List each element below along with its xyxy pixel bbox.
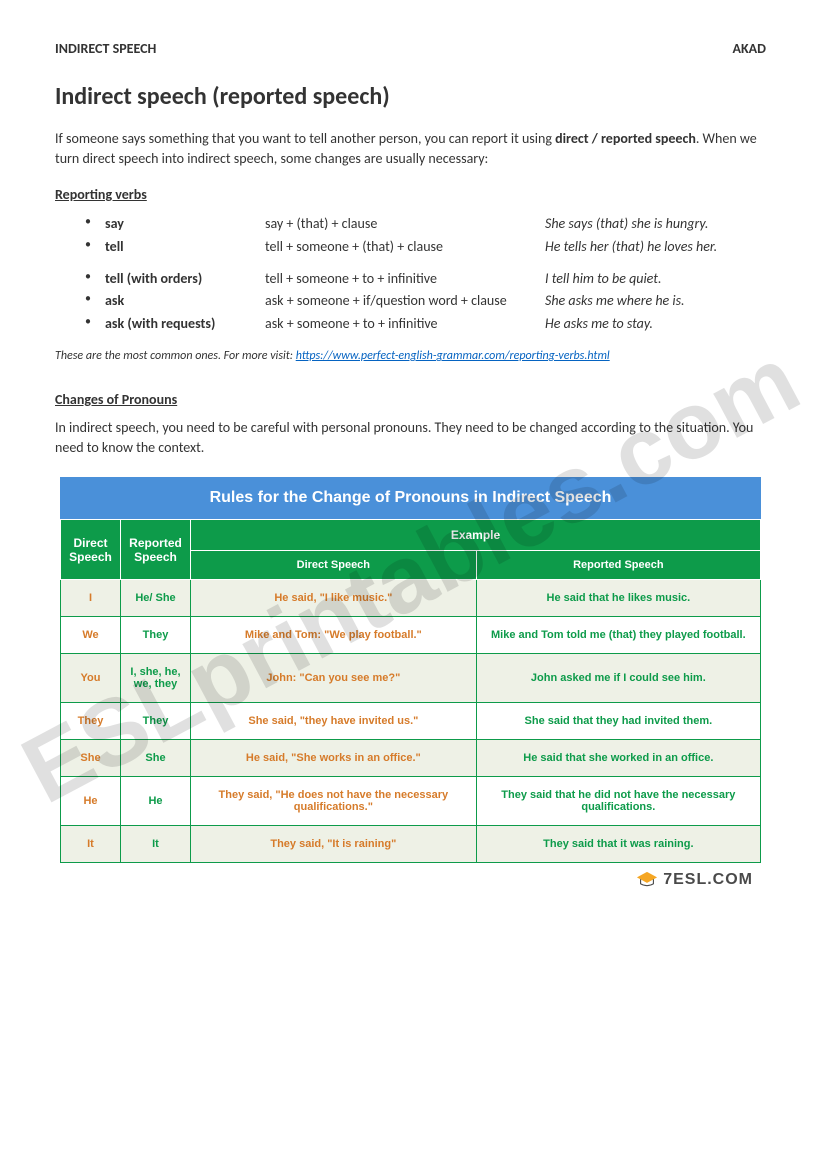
cell-reported: They	[121, 617, 191, 654]
pronoun-table: Direct Speech Reported Speech Example Di…	[60, 519, 761, 863]
cell-reported: He	[121, 777, 191, 826]
table-title: Rules for the Change of Pronouns in Indi…	[60, 477, 761, 519]
verb-name: say	[105, 213, 265, 235]
table-row: They They She said, "they have invited u…	[61, 703, 761, 740]
cell-ex-reported: They said that he did not have the neces…	[476, 777, 760, 826]
table-row: I He/ She He said, "I like music." He sa…	[61, 580, 761, 617]
verb-pattern: ask + someone + to + infinitive	[265, 313, 545, 335]
cell-ex-reported: Mike and Tom told me (that) they played …	[476, 617, 760, 654]
table-row: She She He said, "She works in an office…	[61, 740, 761, 777]
verb-pattern: tell + someone + (that) + clause	[265, 236, 545, 258]
verb-row: • say say + (that) + clause She says (th…	[85, 213, 766, 235]
bullet-icon: •	[85, 290, 105, 309]
cell-ex-reported: He said that she worked in an office.	[476, 740, 760, 777]
th-direct: Direct Speech	[61, 520, 121, 580]
page-title: Indirect speech (reported speech)	[55, 82, 766, 111]
cell-ex-reported: She said that they had invited them.	[476, 703, 760, 740]
verb-pattern: say + (that) + clause	[265, 213, 545, 235]
verb-row: • ask (with requests) ask + someone + to…	[85, 313, 766, 335]
brand-logo: 7ESL.COM	[60, 871, 761, 894]
cell-direct: We	[61, 617, 121, 654]
cell-reported: They	[121, 703, 191, 740]
cell-reported: I, she, he, we, they	[121, 654, 191, 703]
th-ex-direct: Direct Speech	[191, 551, 477, 580]
table-row: It It They said, "It is raining" They sa…	[61, 826, 761, 863]
reporting-note: These are the most common ones. For more…	[55, 349, 766, 363]
table-row: We They Mike and Tom: "We play football.…	[61, 617, 761, 654]
brand-seven: 7	[663, 871, 673, 888]
brand-text: 7ESL.COM	[663, 871, 753, 889]
verb-name: tell	[105, 236, 265, 258]
verb-pattern: tell + someone + to + infinitive	[265, 268, 545, 290]
spacer	[85, 258, 766, 268]
verb-name: ask (with requests)	[105, 313, 265, 335]
cell-direct: They	[61, 703, 121, 740]
cell-ex-direct: Mike and Tom: "We play football."	[191, 617, 477, 654]
cell-reported: He/ She	[121, 580, 191, 617]
intro-pre: If someone says something that you want …	[55, 130, 555, 147]
page-header: INDIRECT SPEECH AKAD	[55, 40, 766, 57]
bullet-icon: •	[85, 213, 105, 232]
header-left: INDIRECT SPEECH	[55, 40, 156, 57]
cell-reported: It	[121, 826, 191, 863]
pronoun-table-wrap: Rules for the Change of Pronouns in Indi…	[60, 477, 761, 894]
brand-name: ESL.COM	[673, 871, 753, 888]
verb-example: He asks me to stay.	[545, 313, 766, 335]
cell-ex-reported: He said that he likes music.	[476, 580, 760, 617]
th-example: Example	[191, 520, 761, 551]
pronouns-heading: Changes of Pronouns	[55, 391, 766, 408]
verb-row: • tell (with orders) tell + someone + to…	[85, 268, 766, 290]
verb-pattern: ask + someone + if/question word + claus…	[265, 290, 545, 312]
cell-ex-reported: John asked me if I could see him.	[476, 654, 760, 703]
document-page: INDIRECT SPEECH AKAD Indirect speech (re…	[0, 0, 821, 934]
bullet-icon: •	[85, 268, 105, 287]
table-row: He He They said, "He does not have the n…	[61, 777, 761, 826]
verb-list-1: • say say + (that) + clause She says (th…	[85, 213, 766, 335]
cell-reported: She	[121, 740, 191, 777]
verb-example: She asks me where he is.	[545, 290, 766, 312]
bullet-icon: •	[85, 313, 105, 332]
cell-direct: I	[61, 580, 121, 617]
pronouns-intro: In indirect speech, you need to be caref…	[55, 418, 766, 457]
table-row: You I, she, he, we, they John: "Can you …	[61, 654, 761, 703]
cell-ex-reported: They said that it was raining.	[476, 826, 760, 863]
cell-ex-direct: They said, "It is raining"	[191, 826, 477, 863]
th-ex-reported: Reported Speech	[476, 551, 760, 580]
note-link[interactable]: https://www.perfect-english-grammar.com/…	[296, 349, 610, 363]
cell-ex-direct: John: "Can you see me?"	[191, 654, 477, 703]
header-right: AKAD	[733, 40, 766, 57]
verb-row: • ask ask + someone + if/question word +…	[85, 290, 766, 312]
verb-name: tell (with orders)	[105, 268, 265, 290]
table-body: I He/ She He said, "I like music." He sa…	[61, 580, 761, 863]
verb-name: ask	[105, 290, 265, 312]
bullet-icon: •	[85, 236, 105, 255]
note-text: These are the most common ones. For more…	[55, 349, 296, 363]
th-reported: Reported Speech	[121, 520, 191, 580]
cell-ex-direct: They said, "He does not have the necessa…	[191, 777, 477, 826]
cell-direct: It	[61, 826, 121, 863]
verb-example: He tells her (that) he loves her.	[545, 236, 766, 258]
graduation-cap-icon	[636, 871, 658, 889]
cell-ex-direct: He said, "She works in an office."	[191, 740, 477, 777]
cell-direct: She	[61, 740, 121, 777]
cell-ex-direct: He said, "I like music."	[191, 580, 477, 617]
verb-example: I tell him to be quiet.	[545, 268, 766, 290]
cell-direct: He	[61, 777, 121, 826]
verb-row: • tell tell + someone + (that) + clause …	[85, 236, 766, 258]
table-header-row: Direct Speech Reported Speech Example	[61, 520, 761, 551]
intro-paragraph: If someone says something that you want …	[55, 129, 766, 168]
cell-ex-direct: She said, "they have invited us."	[191, 703, 477, 740]
verb-example: She says (that) she is hungry.	[545, 213, 766, 235]
intro-bold: direct / reported speech	[555, 130, 696, 147]
reporting-verbs-heading: Reporting verbs	[55, 186, 766, 203]
cell-direct: You	[61, 654, 121, 703]
